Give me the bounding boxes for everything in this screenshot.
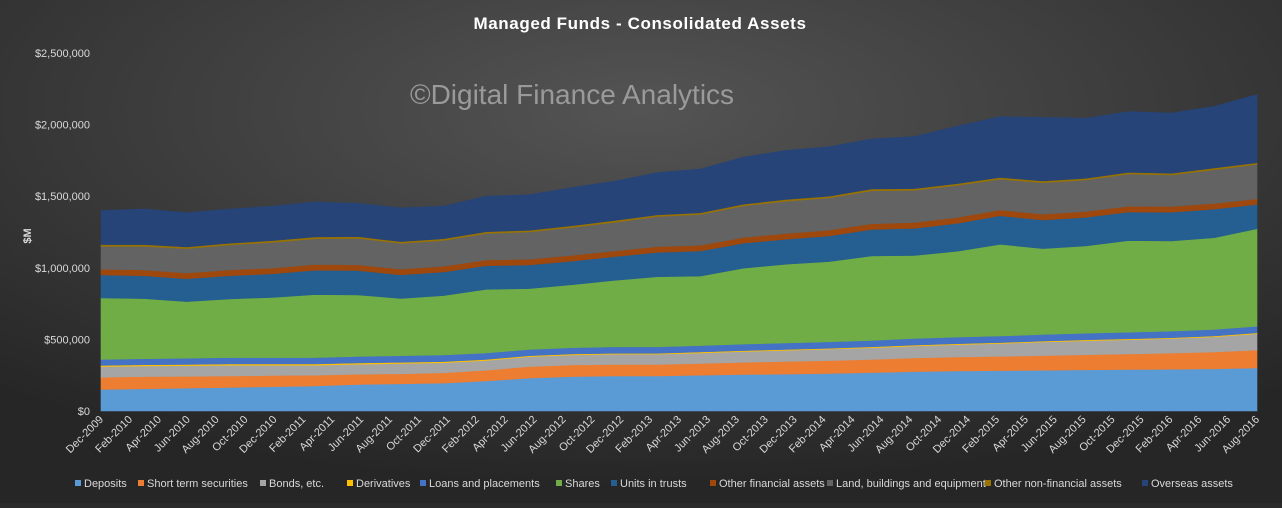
legend-label: Short term securities	[147, 478, 248, 490]
legend-item-land-buildings-and-equipment: Land, buildings and equipment	[827, 478, 986, 490]
legend-swatch	[347, 480, 353, 486]
legend-label: Overseas assets	[1151, 478, 1233, 490]
legend-swatch	[138, 480, 144, 486]
legend-item-units-in-trusts: Units in trusts	[611, 478, 687, 490]
legend-label: Land, buildings and equipment	[836, 478, 986, 490]
legend-label: Deposits	[84, 478, 127, 490]
y-tick-label: $2,500,000	[35, 48, 90, 60]
legend-swatch	[556, 480, 562, 486]
legend-item-short-term-securities: Short term securities	[138, 478, 248, 490]
legend-label: Other non-financial assets	[994, 478, 1122, 490]
chart-title: Managed Funds - Consolidated Assets	[473, 14, 806, 33]
legend-item-derivatives: Derivatives	[347, 478, 411, 490]
chart-legend: Deposits Short term securities Bonds, etc.…	[75, 478, 1233, 490]
legend-label: Other financial assets	[719, 478, 825, 490]
legend-label: Derivatives	[356, 478, 411, 490]
legend-swatch	[827, 480, 833, 486]
legend-swatch	[611, 480, 617, 486]
legend-swatch	[985, 480, 991, 486]
y-tick-label: $500,000	[44, 334, 90, 346]
watermark-text: ©Digital Finance Analytics	[410, 79, 734, 110]
legend-swatch	[260, 480, 266, 486]
legend-item-overseas-assets: Overseas assets	[1142, 478, 1233, 490]
legend-swatch	[75, 480, 81, 486]
legend-item-bonds-etc: Bonds, etc.	[260, 478, 324, 490]
legend-label: Units in trusts	[620, 478, 687, 490]
y-tick-label: $1,000,000	[35, 263, 90, 275]
series-areas	[100, 94, 1258, 412]
legend-swatch	[710, 480, 716, 486]
y-axis: $0 $500,000 $1,000,000 $1,500,000 $2,000,000…	[35, 48, 90, 418]
legend-label: Shares	[565, 478, 600, 490]
legend-item-shares: Shares	[556, 478, 600, 490]
legend-item-loans-and-placements: Loans and placements	[420, 478, 540, 490]
legend-label: Bonds, etc.	[269, 478, 324, 490]
y-tick-label: $1,500,000	[35, 191, 90, 203]
y-tick-label: $2,000,000	[35, 120, 90, 132]
y-axis-title: $M	[22, 228, 34, 243]
legend-item-deposits: Deposits	[75, 478, 127, 490]
y-tick-label: $0	[78, 406, 90, 418]
area-overseas-assets	[100, 94, 1258, 248]
legend-swatch	[1142, 480, 1148, 486]
legend-label: Loans and placements	[429, 478, 540, 490]
legend-swatch	[420, 480, 426, 486]
legend-item-other-financial-assets: Other financial assets	[710, 478, 825, 490]
legend-item-other-non-financial-assets: Other non-financial assets	[985, 478, 1122, 490]
